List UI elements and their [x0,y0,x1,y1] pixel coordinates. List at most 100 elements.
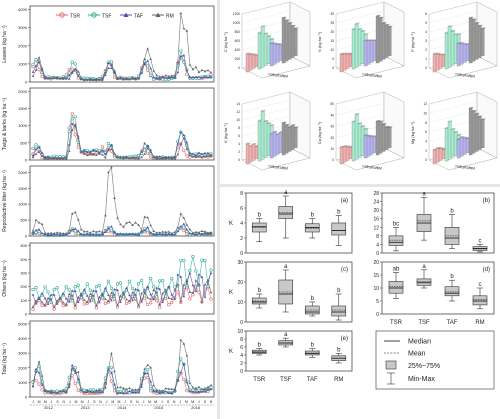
ts-point-TSF [188,269,192,273]
bar3d-ztick-label: 0 [238,158,240,162]
ts-point-RM [119,385,122,389]
bar3d-bar-top-TAF [275,43,281,45]
bar3d-bar-top-TSR [245,52,251,55]
ts-point-TSR [94,306,98,310]
bar3d-bar-top-RM [477,115,483,118]
ts-point-TAF [194,75,198,79]
ts-point-TSF [73,115,77,119]
bar3d-bar-RM [477,116,482,150]
ts-point-RM [95,230,98,233]
ts-point-RM [188,290,192,293]
bar3d-bar-TSR [342,53,347,71]
ts-point-RM [191,386,195,389]
ts-point-TSF [46,290,50,294]
ts-point-RM [31,384,35,387]
bar3d-bar-TAF [462,44,467,63]
ts-point-TAF [164,76,168,79]
ts-point-RM [119,156,122,159]
ts-point-TAF [61,233,65,236]
bar3d-bar-top-RM [468,107,474,109]
ts-point-RM [89,78,92,81]
bar3d-ztick-label: 800 [235,30,241,34]
ts-point-RM [173,288,177,291]
ts-point-TAF [110,299,113,302]
bar3d-bar-top-RM [281,121,287,124]
ts-point-TSF [73,229,77,233]
ts-point-RM [188,228,192,231]
ts-point-TAF [76,300,80,303]
bar3d-bar-TAF [269,43,274,67]
bar3d-group-label: RM [283,167,288,171]
bar3d-ztick-label: 0 [238,66,240,70]
bar3d-bar-RM [381,124,386,152]
ts-point-TAF [179,370,183,374]
boxplot-ytick-label: 0 [240,251,243,257]
bar3d-zlabel: C (kg ha⁻¹) [223,31,228,52]
ts-ytick-label: 4000 [18,336,28,341]
ts-point-TSF [149,73,153,77]
bar3d-bar-top-TSF [263,32,269,34]
ts-point-RM [143,215,146,218]
ts-point-RM [52,391,56,394]
ts-point-TAF [64,297,68,300]
boxplot-significance-letter: b [258,288,262,294]
bar3d-bar-top-TSR [435,52,441,55]
bar3d-bar-TSF [351,29,356,70]
ts-point-TAF [158,77,162,80]
bar3d-bar-RM [284,20,289,62]
ts-point-TAF [43,76,47,80]
ts-point-TAF [92,149,95,152]
ts-point-TAF [143,229,146,232]
bar3d-bar-TAF [272,43,277,65]
bar3d-bar-top-RM [375,120,381,122]
ts-point-TAF [73,289,77,293]
bar3d-group-label: TSR [455,165,462,169]
ts-point-RM [34,218,38,221]
bar3d-bar-top-TSF [263,120,269,122]
bar3d-ztick-label: 12 [236,110,240,114]
boxplot-significance-letter: b [311,213,315,219]
bar3d-bar-TAF [275,44,280,63]
ts-point-TSF [149,386,153,391]
ts-point-RM [55,391,59,394]
ts-point-RM [55,77,59,80]
legend-marker-TSF [91,12,97,18]
ts-point-RM [101,78,104,82]
ts-month-label: J [69,400,71,404]
ts-subplot-3: 0 100 200 300 400 500 Others (kg ha⁻¹) [2,242,215,317]
bar3d-ztick-label: 50 [330,102,334,106]
ts-point-TAF [134,233,137,236]
bar3d-bar-top-TSF [357,122,363,124]
bar3d-ztick-label: 0 [332,66,334,70]
bar3d-group-label: TSR [268,165,275,169]
ts-point-RM [185,147,189,150]
ts-point-TAF [104,152,107,156]
bar3d-ztick-label: 30 [330,12,334,16]
ts-point-TAF [131,298,134,302]
ts-point-TSR [73,306,77,310]
ts-point-TSR [158,305,162,309]
bar3d-zlabel: N (kg ha⁻¹) [317,31,322,52]
bar3d-group-label: TAF [372,166,378,170]
ts-point-RM [158,75,162,78]
ts-point-RM [206,385,210,388]
ts-point-RM [67,149,71,152]
bar3d-bar-RM [480,119,485,148]
ts-point-TSR [112,75,117,79]
legend-box-label: 25%~75% [408,363,440,370]
ts-ytick-label: 100 [20,298,27,303]
ts-point-RM [179,212,183,215]
bar3d-ztick-label: 15 [330,39,334,43]
ts-point-TAF [40,231,44,235]
legend-minmax-label: Min-Max [408,376,435,383]
ts-point-RM [179,300,183,303]
boxplot-significance-letter: bc [393,221,399,227]
ts-point-RM [176,282,180,286]
ts-ytick-label: 0 [25,312,28,317]
ts-point-TSF [94,284,98,289]
bar3d-bar-TAF [278,132,283,153]
ts-ytick-label: 1000 [18,202,28,207]
ts-point-TSF [136,282,141,286]
ts-point-RM [46,296,50,300]
